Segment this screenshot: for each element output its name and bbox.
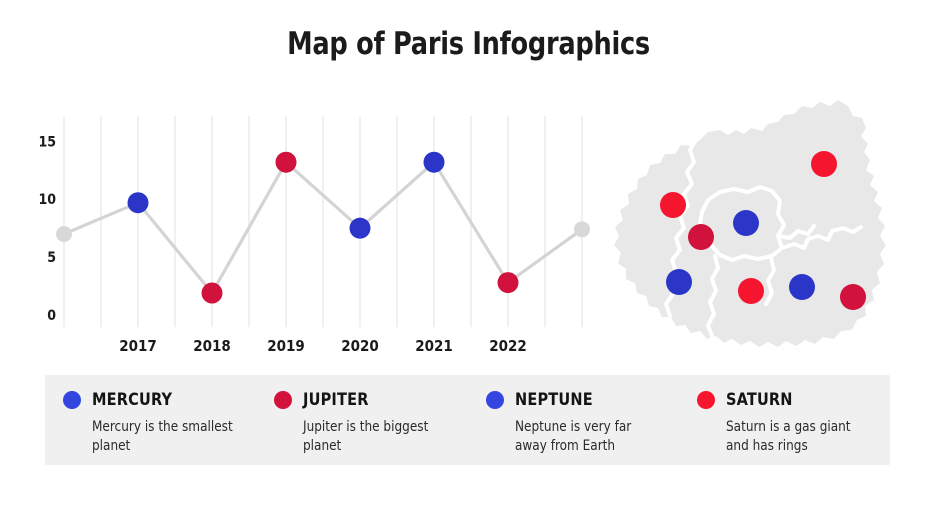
x-axis-tick-label: 2020 xyxy=(341,337,379,355)
paris-map xyxy=(612,88,904,363)
chart-y-axis-labels: 0 5 10 15 xyxy=(38,134,56,324)
marker-center[interactable] xyxy=(733,210,759,236)
marker-east[interactable] xyxy=(840,284,866,310)
x-axis-tick-label: 2018 xyxy=(193,337,231,355)
legend-head: MERCURY xyxy=(63,389,256,411)
chart-data-point[interactable] xyxy=(423,151,445,173)
chart-gridlines xyxy=(63,116,583,327)
legend-item-saturn[interactable]: SATURN Saturn is a gas giant and has rin… xyxy=(696,389,890,456)
legend-dot-icon xyxy=(485,391,504,409)
x-axis-tick-label: 2021 xyxy=(415,337,453,355)
legend-dot-icon xyxy=(274,391,293,409)
map-markers xyxy=(660,151,866,310)
page-title: Map of Paris Infographics xyxy=(287,26,650,62)
y-axis-tick-label: 5 xyxy=(47,250,56,266)
legend-item-description: Mercury is the smallest planet xyxy=(92,419,233,454)
chart-data-point[interactable] xyxy=(349,217,371,239)
chart-data-points xyxy=(56,151,590,304)
marker-south[interactable] xyxy=(738,278,764,304)
legend-dot-icon xyxy=(696,391,715,409)
legend-item-mercury[interactable]: MERCURY Mercury is the smallest planet xyxy=(63,389,256,456)
legend-dot-icon xyxy=(63,391,81,409)
legend-item-jupiter[interactable]: JUPITER Jupiter is the biggest planet xyxy=(274,389,467,456)
x-axis-tick-label: 2017 xyxy=(119,337,157,355)
chart-data-point[interactable] xyxy=(275,151,297,173)
x-axis-tick-label: 2019 xyxy=(267,337,305,355)
legend-head: NEPTUNE xyxy=(485,389,679,411)
marker-north-west[interactable] xyxy=(660,192,686,218)
legend-item-description: Saturn is a gas giant and has rings xyxy=(725,419,851,454)
y-axis-tick-label: 15 xyxy=(38,134,56,150)
marker-center-west[interactable] xyxy=(688,224,714,250)
legend-item-label: SATURN xyxy=(725,390,793,410)
x-axis-tick-label: 2022 xyxy=(489,337,527,355)
chart-data-point[interactable] xyxy=(497,272,519,294)
map-canvas xyxy=(614,100,886,347)
legend-item-neptune[interactable]: NEPTUNE Neptune is very far away from Ea… xyxy=(485,389,679,456)
legend-head: SATURN xyxy=(696,389,890,411)
legend-head: JUPITER xyxy=(274,389,467,411)
chart-data-point[interactable] xyxy=(574,221,590,238)
chart-data-point[interactable] xyxy=(201,282,223,304)
legend-item-label: NEPTUNE xyxy=(514,390,593,410)
legend-item-label: MERCURY xyxy=(92,390,173,410)
chart-series-line xyxy=(62,160,584,295)
chart-data-point[interactable] xyxy=(127,192,149,214)
y-axis-tick-label: 0 xyxy=(47,308,56,324)
legend-item-description: Jupiter is the biggest planet xyxy=(303,419,429,454)
series-line xyxy=(62,160,584,295)
chart-data-point[interactable] xyxy=(56,225,72,242)
legend-panel: MERCURY Mercury is the smallest planet J… xyxy=(45,375,890,465)
chart-canvas: 0 5 10 15 2017 2018 2019 2020 2021 2022 xyxy=(38,116,590,355)
marker-south-west[interactable] xyxy=(666,269,692,295)
line-chart: 0 5 10 15 2017 2018 2019 2020 2021 2022 xyxy=(34,110,594,360)
y-axis-tick-label: 10 xyxy=(38,192,56,208)
marker-south-east[interactable] xyxy=(789,274,815,300)
chart-x-axis-labels: 2017 2018 2019 2020 2021 2022 xyxy=(119,337,527,355)
marker-north-east[interactable] xyxy=(811,151,837,177)
legend-item-description: Neptune is very far away from Earth xyxy=(514,419,631,454)
legend-item-label: JUPITER xyxy=(303,390,369,410)
